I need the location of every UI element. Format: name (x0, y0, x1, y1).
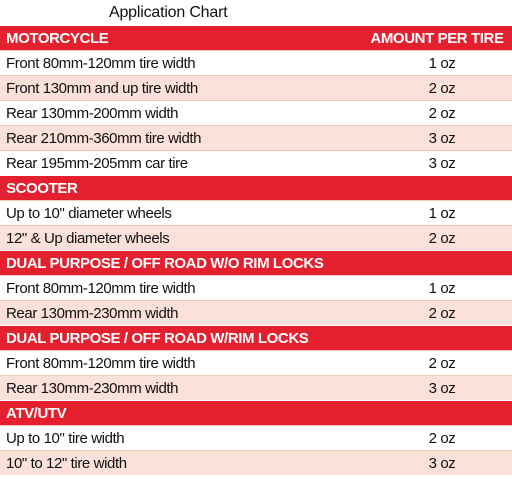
table-row: Rear 130mm-230mm width 3 oz (0, 375, 512, 400)
section-header-motorcycle: MOTORCYCLE AMOUNT PER TIRE (0, 25, 512, 50)
row-label: Rear 195mm-205mm car tire (6, 154, 188, 172)
table-row: Rear 210mm-360mm tire width 3 oz (0, 125, 512, 150)
section-header-scooter: SCOOTER (0, 175, 512, 200)
section-header-atv-utv: ATV/UTV (0, 400, 512, 425)
row-amount: 2 oz (428, 429, 456, 447)
row-label: 12" & Up diameter wheels (6, 229, 170, 247)
section-heading: SCOOTER (6, 179, 78, 197)
row-amount: 2 oz (428, 304, 456, 322)
section-heading: ATV/UTV (6, 404, 67, 422)
row-label: Rear 130mm-200mm width (6, 104, 179, 122)
table-row: Up to 10" diameter wheels 1 oz (0, 200, 512, 225)
table-row: Rear 195mm-205mm car tire 3 oz (0, 150, 512, 175)
table-row: 12" & Up diameter wheels 2 oz (0, 225, 512, 250)
row-amount: 3 oz (428, 154, 456, 172)
row-label: Rear 210mm-360mm tire width (6, 129, 202, 147)
row-label: Front 130mm and up tire width (6, 79, 198, 97)
row-amount: 1 oz (428, 279, 456, 297)
section-header-dual-purpose-no-rim-locks: DUAL PURPOSE / OFF ROAD W/O RIM LOCKS (0, 250, 512, 275)
section-heading: DUAL PURPOSE / OFF ROAD W/RIM LOCKS (6, 329, 309, 347)
row-amount: 3 oz (428, 129, 456, 147)
row-label: Front 80mm-120mm tire width (6, 279, 196, 297)
row-label: Front 80mm-120mm tire width (6, 354, 196, 372)
table-row: Front 80mm-120mm tire width 1 oz (0, 50, 512, 75)
row-amount: 2 oz (428, 104, 456, 122)
row-label: Up to 10" tire width (6, 429, 125, 447)
row-label: Up to 10" diameter wheels (6, 204, 172, 222)
row-amount: 2 oz (428, 354, 456, 372)
row-label: Rear 130mm-230mm width (6, 379, 179, 397)
section-heading: MOTORCYCLE (6, 29, 109, 47)
row-amount: 2 oz (428, 79, 456, 97)
table-row: Up to 10" tire width 2 oz (0, 425, 512, 450)
row-label: Front 80mm-120mm tire width (6, 54, 196, 72)
section-header-dual-purpose-rim-locks: DUAL PURPOSE / OFF ROAD W/RIM LOCKS (0, 325, 512, 350)
table-row: Front 80mm-120mm tire width 2 oz (0, 350, 512, 375)
row-amount: 1 oz (428, 204, 456, 222)
table-row: 10" to 12" tire width 3 oz (0, 450, 512, 475)
table-row: Front 130mm and up tire width 2 oz (0, 75, 512, 100)
section-heading: DUAL PURPOSE / OFF ROAD W/O RIM LOCKS (6, 254, 324, 272)
chart-title: Application Chart (109, 4, 228, 21)
table-row: Front 80mm-120mm tire width 1 oz (0, 275, 512, 300)
column-heading-amount: AMOUNT PER TIRE (370, 29, 504, 47)
table-row: Rear 130mm-230mm width 2 oz (0, 300, 512, 325)
row-amount: 3 oz (428, 379, 456, 397)
row-label: Rear 130mm-230mm width (6, 304, 179, 322)
row-label: 10" to 12" tire width (6, 454, 127, 472)
application-table: MOTORCYCLE AMOUNT PER TIRE Front 80mm-12… (0, 25, 512, 475)
row-amount: 3 oz (428, 454, 456, 472)
table-row: Rear 130mm-200mm width 2 oz (0, 100, 512, 125)
row-amount: 1 oz (428, 54, 456, 72)
row-amount: 2 oz (428, 229, 456, 247)
